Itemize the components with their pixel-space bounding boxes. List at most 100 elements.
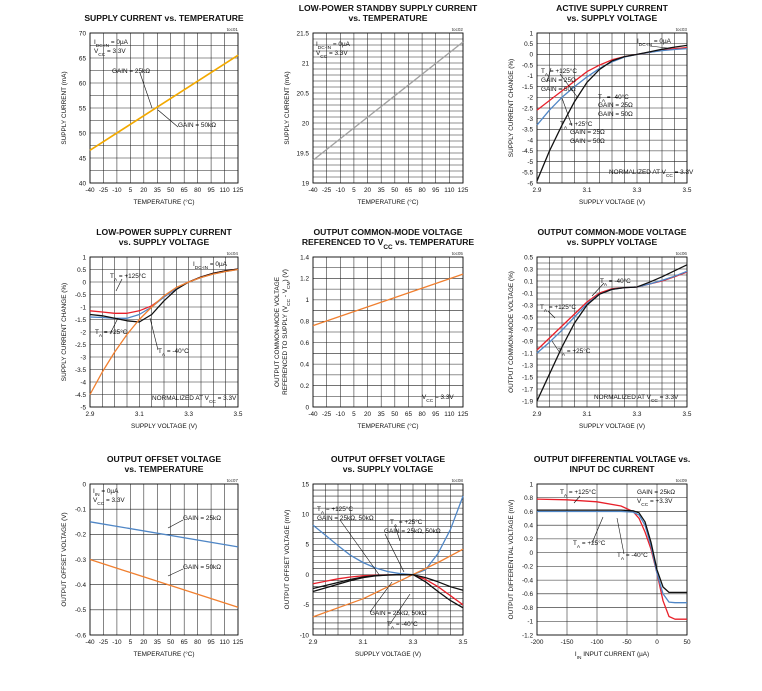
- chart-title-line: vs. SUPPLY VOLTAGE: [567, 13, 658, 23]
- x-tick-label: -40: [85, 187, 95, 194]
- y-tick-label: -10: [300, 632, 310, 639]
- series-line-2: [89, 54, 239, 151]
- x-tick-label: -40: [308, 411, 318, 418]
- x-tick-label: 2.9: [309, 639, 318, 646]
- annotation-text: TA = +25°C: [558, 347, 591, 358]
- plot-frame: [89, 32, 239, 184]
- x-axis-label: TEMPERATURE (°C): [133, 650, 194, 658]
- x-tick-label: 95: [208, 187, 216, 194]
- y-tick-label: -6: [527, 180, 533, 187]
- annotation-text: TA = -40°C: [600, 277, 631, 288]
- x-tick-label: 95: [432, 187, 440, 194]
- x-tick-label: -10: [336, 187, 346, 194]
- figure-code: toc01: [227, 27, 239, 32]
- x-tick-label: -40: [85, 639, 95, 646]
- figure-code: toc03: [676, 27, 688, 32]
- y-tick-label: -0.6: [522, 591, 533, 598]
- annotation-leader: [369, 581, 393, 613]
- annotation-text: IDC-IN = 0µA: [94, 39, 129, 49]
- x-tick-label: 80: [419, 187, 427, 194]
- x-tick-label: 3.1: [583, 187, 592, 194]
- x-tick-label: 125: [458, 187, 469, 194]
- y-tick-label: -0.5: [522, 62, 533, 69]
- y-tick-label: 10: [302, 512, 310, 519]
- x-tick-label: -25: [322, 187, 332, 194]
- y-tick-label: 1.4: [300, 254, 309, 261]
- y-tick-label: 1: [529, 30, 533, 37]
- annotation-leader: [389, 593, 411, 625]
- y-tick-label: -1: [527, 619, 533, 626]
- x-axis-label: SUPPLY VOLTAGE (V): [355, 651, 421, 658]
- annotation-leader: [149, 317, 159, 351]
- x-tick-label: 95: [208, 639, 216, 646]
- x-tick-label: 5: [129, 187, 133, 194]
- y-axis-label: OUTPUT COMMON-MODE VOLTAGE (%): [508, 271, 515, 393]
- x-tick-label: -25: [99, 187, 109, 194]
- y-tick-label: 1: [82, 254, 86, 261]
- y-tick-label: -0.6: [75, 632, 86, 639]
- y-tick-label: 0.6: [524, 509, 533, 516]
- x-tick-label: 35: [154, 187, 162, 194]
- x-axis-label: SUPPLY VOLTAGE (V): [579, 199, 645, 206]
- annotation-text: TA = +25°C: [95, 328, 128, 339]
- x-tick-label: 3.5: [234, 411, 243, 418]
- x-axis-label: SUPPLY VOLTAGE (V): [579, 423, 645, 430]
- series-line-4: [89, 268, 239, 395]
- y-tick-label: -4: [80, 379, 86, 386]
- y-tick-label: -0.1: [75, 506, 86, 513]
- y-tick-label: 70: [79, 30, 87, 37]
- y-tick-label: -4.5: [522, 148, 533, 155]
- annotation-text: GAIN = 25Ω: [570, 129, 605, 136]
- plot-frame: [89, 256, 239, 408]
- annotation-text: GAIN = 50Ω: [570, 138, 605, 145]
- x-tick-label: 65: [405, 411, 413, 418]
- x-tick-label: 3.5: [683, 411, 692, 418]
- annotation-leader: [551, 340, 561, 354]
- annotation-text: IDC-IN = 0µA: [316, 41, 351, 51]
- y-tick-label: -0.1: [522, 290, 533, 297]
- annotation-leader: [559, 73, 579, 99]
- annotation-leader: [394, 525, 401, 542]
- x-tick-label: -150: [561, 639, 574, 646]
- annotation-text: GAIN = 25Ω: [541, 77, 576, 84]
- x-tick-label: 80: [419, 411, 427, 418]
- x-tick-label: 3.3: [633, 187, 642, 194]
- series-line-5: [312, 573, 464, 591]
- y-tick-label: 19: [302, 180, 310, 187]
- x-tick-label: -10: [112, 639, 122, 646]
- y-tick-label: -2: [80, 329, 86, 336]
- y-tick-label: 0.5: [77, 267, 86, 274]
- x-tick-label: 2.9: [533, 411, 542, 418]
- chart-title-line: OUTPUT DIFFERENTIAL VOLTAGE vs.: [534, 454, 691, 464]
- annotation-text: GAIN = 25kΩ: [112, 68, 150, 75]
- y-tick-label: 0.1: [524, 278, 533, 285]
- x-tick-label: 20: [140, 639, 148, 646]
- annotation-text: NORMALIZED AT VCC = 3.3V: [594, 394, 679, 404]
- chart-title-line: vs. TEMPERATURE: [124, 464, 203, 474]
- figure-code: toc08: [452, 478, 464, 483]
- y-tick-label: -5.5: [522, 170, 533, 177]
- annotation-leader: [115, 278, 123, 292]
- x-tick-label: 125: [233, 187, 244, 194]
- y-tick-label: -3: [527, 116, 533, 123]
- annotation-leader: [384, 533, 405, 573]
- chart-title-line: OUTPUT COMMON-MODE VOLTAGE: [537, 227, 686, 237]
- x-tick-label: 35: [378, 411, 386, 418]
- x-tick-label: -10: [336, 411, 346, 418]
- y-tick-label: -3.5: [75, 367, 86, 374]
- annotation-text: TA = +25°C: [573, 539, 606, 550]
- y-tick-label: -0.9: [522, 338, 533, 345]
- x-tick-label: 50: [167, 639, 175, 646]
- annotation-text: GAIN = 50kΩ: [178, 122, 216, 129]
- x-tick-label: 20: [364, 187, 372, 194]
- x-tick-label: -200: [531, 639, 544, 646]
- x-tick-label: 110: [219, 639, 230, 646]
- annotation-leader: [109, 317, 119, 335]
- y-tick-label: 0: [305, 404, 309, 411]
- chart-title-line: OUTPUT OFFSET VOLTAGE: [107, 454, 222, 464]
